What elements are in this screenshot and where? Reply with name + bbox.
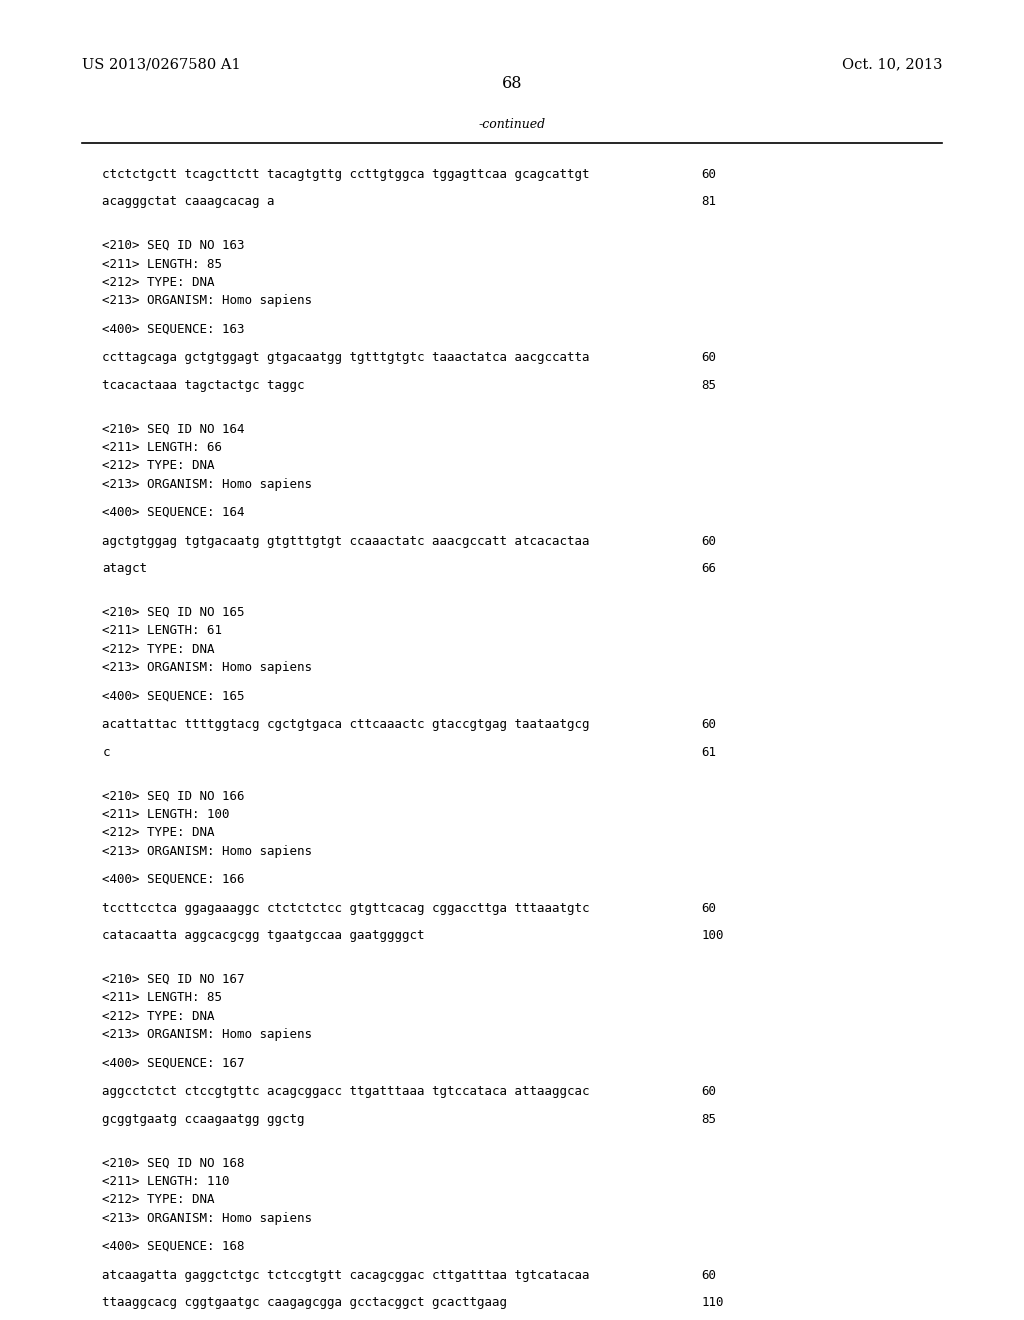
Text: gcggtgaatg ccaagaatgg ggctg: gcggtgaatg ccaagaatgg ggctg — [102, 1113, 305, 1126]
Text: 85: 85 — [701, 1113, 717, 1126]
Text: 66: 66 — [701, 562, 717, 576]
Text: <400> SEQUENCE: 168: <400> SEQUENCE: 168 — [102, 1239, 245, 1253]
Text: <400> SEQUENCE: 167: <400> SEQUENCE: 167 — [102, 1056, 245, 1069]
Text: 60: 60 — [701, 1269, 717, 1282]
Text: <400> SEQUENCE: 163: <400> SEQUENCE: 163 — [102, 322, 245, 335]
Text: <212> TYPE: DNA: <212> TYPE: DNA — [102, 826, 215, 840]
Text: 60: 60 — [701, 718, 717, 731]
Text: <210> SEQ ID NO 168: <210> SEQ ID NO 168 — [102, 1156, 245, 1170]
Text: <400> SEQUENCE: 165: <400> SEQUENCE: 165 — [102, 689, 245, 702]
Text: acattattac ttttggtacg cgctgtgaca cttcaaactc gtaccgtgag taataatgcg: acattattac ttttggtacg cgctgtgaca cttcaaa… — [102, 718, 590, 731]
Text: <212> TYPE: DNA: <212> TYPE: DNA — [102, 1193, 215, 1206]
Text: 60: 60 — [701, 902, 717, 915]
Text: <211> LENGTH: 85: <211> LENGTH: 85 — [102, 257, 222, 271]
Text: aggcctctct ctccgtgttc acagcggacc ttgatttaaa tgtccataca attaaggcac: aggcctctct ctccgtgttc acagcggacc ttgattt… — [102, 1085, 590, 1098]
Text: 110: 110 — [701, 1296, 724, 1309]
Text: c: c — [102, 746, 110, 759]
Text: tcacactaaa tagctactgc taggc: tcacactaaa tagctactgc taggc — [102, 379, 305, 392]
Text: <212> TYPE: DNA: <212> TYPE: DNA — [102, 1010, 215, 1023]
Text: 60: 60 — [701, 1085, 717, 1098]
Text: tccttcctca ggagaaaggc ctctctctcc gtgttcacag cggaccttga tttaaatgtc: tccttcctca ggagaaaggc ctctctctcc gtgttca… — [102, 902, 590, 915]
Text: US 2013/0267580 A1: US 2013/0267580 A1 — [82, 58, 241, 71]
Text: ccttagcaga gctgtggagt gtgacaatgg tgtttgtgtc taaactatca aacgccatta: ccttagcaga gctgtggagt gtgacaatgg tgtttgt… — [102, 351, 590, 364]
Text: 68: 68 — [502, 75, 522, 91]
Text: Oct. 10, 2013: Oct. 10, 2013 — [842, 58, 942, 71]
Text: <400> SEQUENCE: 164: <400> SEQUENCE: 164 — [102, 506, 245, 519]
Text: <211> LENGTH: 85: <211> LENGTH: 85 — [102, 991, 222, 1005]
Text: ctctctgctt tcagcttctt tacagtgttg ccttgtggca tggagttcaa gcagcattgt: ctctctgctt tcagcttctt tacagtgttg ccttgtg… — [102, 168, 590, 181]
Text: <210> SEQ ID NO 165: <210> SEQ ID NO 165 — [102, 606, 245, 619]
Text: <212> TYPE: DNA: <212> TYPE: DNA — [102, 643, 215, 656]
Text: acagggctat caaagcacag a: acagggctat caaagcacag a — [102, 195, 274, 209]
Text: <212> TYPE: DNA: <212> TYPE: DNA — [102, 459, 215, 473]
Text: 60: 60 — [701, 535, 717, 548]
Text: catacaatta aggcacgcgg tgaatgccaa gaatggggct: catacaatta aggcacgcgg tgaatgccaa gaatggg… — [102, 929, 425, 942]
Text: <213> ORGANISM: Homo sapiens: <213> ORGANISM: Homo sapiens — [102, 1212, 312, 1225]
Text: ttaaggcacg cggtgaatgc caagagcgga gcctacggct gcacttgaag: ttaaggcacg cggtgaatgc caagagcgga gcctacg… — [102, 1296, 508, 1309]
Text: <210> SEQ ID NO 167: <210> SEQ ID NO 167 — [102, 973, 245, 986]
Text: 81: 81 — [701, 195, 717, 209]
Text: agctgtggag tgtgacaatg gtgtttgtgt ccaaactatc aaacgccatt atcacactaa: agctgtggag tgtgacaatg gtgtttgtgt ccaaact… — [102, 535, 590, 548]
Text: <210> SEQ ID NO 163: <210> SEQ ID NO 163 — [102, 239, 245, 252]
Text: <211> LENGTH: 61: <211> LENGTH: 61 — [102, 624, 222, 638]
Text: <213> ORGANISM: Homo sapiens: <213> ORGANISM: Homo sapiens — [102, 294, 312, 308]
Text: atcaagatta gaggctctgc tctccgtgtt cacagcggac cttgatttaa tgtcatacaa: atcaagatta gaggctctgc tctccgtgtt cacagcg… — [102, 1269, 590, 1282]
Text: 61: 61 — [701, 746, 717, 759]
Text: -continued: -continued — [478, 117, 546, 131]
Text: <213> ORGANISM: Homo sapiens: <213> ORGANISM: Homo sapiens — [102, 478, 312, 491]
Text: <211> LENGTH: 100: <211> LENGTH: 100 — [102, 808, 230, 821]
Text: atagct: atagct — [102, 562, 147, 576]
Text: 100: 100 — [701, 929, 724, 942]
Text: <211> LENGTH: 110: <211> LENGTH: 110 — [102, 1175, 230, 1188]
Text: 60: 60 — [701, 168, 717, 181]
Text: <213> ORGANISM: Homo sapiens: <213> ORGANISM: Homo sapiens — [102, 845, 312, 858]
Text: <213> ORGANISM: Homo sapiens: <213> ORGANISM: Homo sapiens — [102, 1028, 312, 1041]
Text: 85: 85 — [701, 379, 717, 392]
Text: <210> SEQ ID NO 166: <210> SEQ ID NO 166 — [102, 789, 245, 803]
Text: 60: 60 — [701, 351, 717, 364]
Text: <210> SEQ ID NO 164: <210> SEQ ID NO 164 — [102, 422, 245, 436]
Text: <213> ORGANISM: Homo sapiens: <213> ORGANISM: Homo sapiens — [102, 661, 312, 675]
Text: <400> SEQUENCE: 166: <400> SEQUENCE: 166 — [102, 873, 245, 886]
Text: <211> LENGTH: 66: <211> LENGTH: 66 — [102, 441, 222, 454]
Text: <212> TYPE: DNA: <212> TYPE: DNA — [102, 276, 215, 289]
